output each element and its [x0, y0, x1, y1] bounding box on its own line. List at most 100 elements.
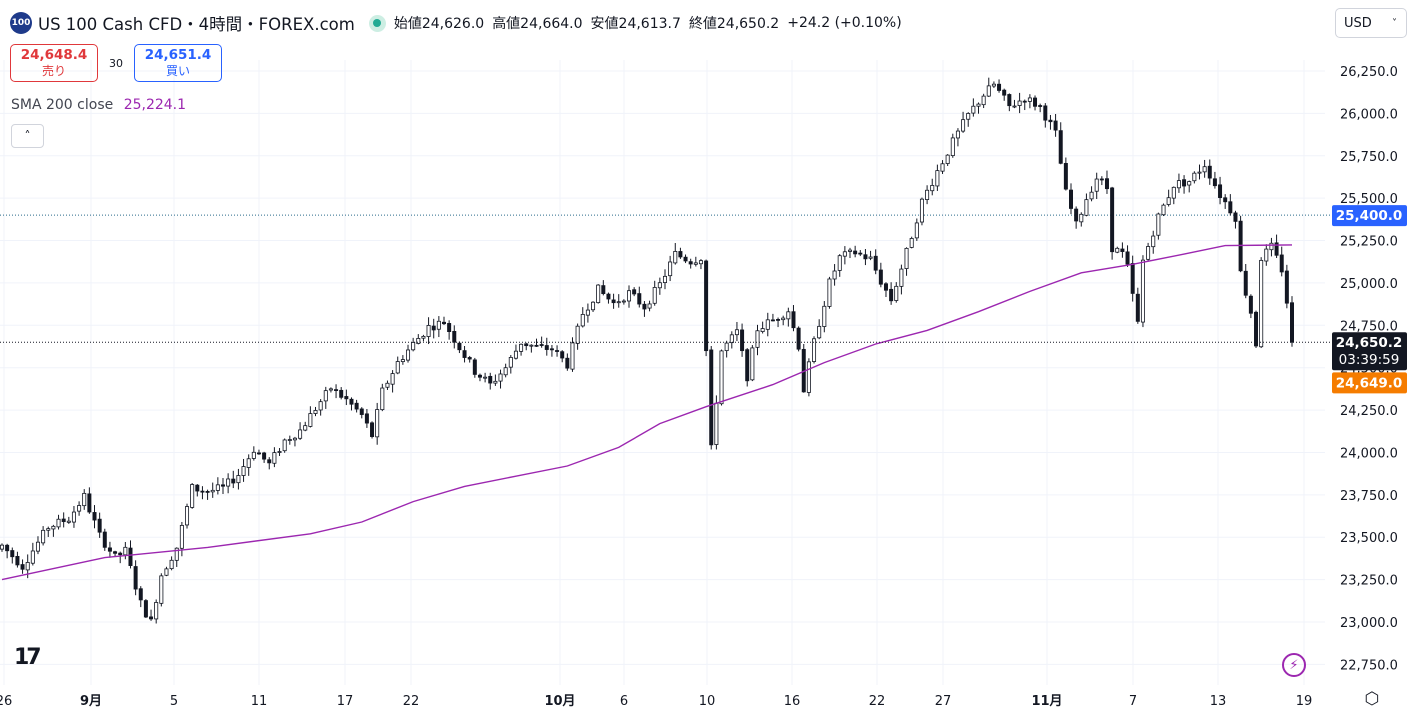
candle — [1176, 173, 1181, 193]
candle — [1197, 164, 1202, 180]
candle — [354, 399, 359, 413]
last-price-label: 24,650.203:39:59 — [1332, 332, 1407, 371]
candle — [133, 560, 138, 596]
candle — [287, 435, 292, 445]
candle — [190, 483, 195, 509]
y-tick-label: 25,750.0 — [1340, 150, 1398, 165]
candle — [786, 307, 791, 327]
candle — [41, 526, 46, 546]
candle — [513, 344, 518, 360]
candle — [1002, 88, 1007, 101]
candle — [46, 526, 51, 537]
candle — [1146, 242, 1151, 261]
candle — [226, 473, 231, 494]
candle — [657, 277, 662, 295]
candle — [693, 256, 698, 267]
candle — [596, 284, 601, 304]
candle — [1053, 113, 1058, 137]
candle — [1022, 99, 1027, 111]
market-open-icon[interactable] — [368, 14, 386, 32]
y-tick-label: 26,250.0 — [1340, 65, 1398, 80]
candle — [1043, 103, 1048, 128]
candle — [570, 337, 575, 372]
candle — [678, 247, 683, 259]
y-tick-label: 24,750.0 — [1340, 319, 1398, 334]
candle — [750, 345, 755, 382]
chevron-up-icon: ˄ — [24, 129, 31, 143]
candle — [976, 102, 981, 114]
candle — [575, 323, 580, 350]
candle — [1187, 180, 1192, 193]
symbol-title[interactable]: US 100 Cash CFD・4時間・FOREX.com — [38, 15, 355, 34]
sell-button[interactable]: 24,648.4 売り — [10, 44, 98, 82]
x-tick-label: 16 — [784, 694, 801, 709]
candle — [159, 573, 164, 607]
settings-gear-icon[interactable]: ⬡ — [1364, 689, 1380, 709]
candle — [1254, 310, 1259, 349]
y-tick-label: 25,250.0 — [1340, 235, 1398, 250]
symbol-logo-icon[interactable]: 100 — [10, 12, 32, 34]
candle — [1074, 206, 1079, 229]
candle — [698, 259, 703, 270]
candle — [313, 406, 318, 417]
candle — [1120, 242, 1125, 258]
candle — [1166, 189, 1171, 207]
candle — [817, 319, 822, 340]
candle — [1207, 159, 1212, 185]
candle — [66, 516, 71, 524]
x-tick-label: 13 — [1210, 694, 1227, 709]
candle — [1274, 234, 1279, 259]
ohlc-change: +24.2 (+0.10%) — [787, 15, 902, 31]
y-tick-label: 25,000.0 — [1340, 277, 1398, 292]
candle — [914, 218, 919, 241]
candle — [601, 280, 606, 296]
candle — [868, 250, 873, 261]
candle — [92, 505, 97, 529]
candle — [729, 331, 734, 349]
candle — [231, 470, 236, 489]
buy-button[interactable]: 24,651.4 買い — [134, 44, 222, 82]
candle — [210, 482, 215, 498]
candle — [1038, 103, 1043, 113]
candle — [709, 346, 714, 450]
price-axis[interactable]: 22,750.0 23,000.0 23,250.0 23,500.0 23,750.0… — [1340, 65, 1398, 673]
y-tick-label: 22,750.0 — [1340, 658, 1398, 673]
candle — [179, 521, 184, 557]
x-tick-label: 26 — [0, 694, 12, 709]
tradingview-logo-icon[interactable]: 17 — [14, 645, 42, 670]
currency-select[interactable]: USD ˅ — [1335, 8, 1407, 38]
candle — [1248, 294, 1253, 319]
y-tick-label: 26,000.0 — [1340, 107, 1398, 122]
candle — [1156, 212, 1161, 240]
candle — [220, 477, 225, 495]
ohlc-low: 安値24,613.7 — [590, 16, 681, 32]
candle — [909, 236, 914, 249]
candle — [303, 421, 308, 432]
candle — [534, 338, 539, 347]
candle — [107, 541, 112, 558]
collapse-legend-button[interactable]: ˄ — [11, 124, 44, 148]
candle — [503, 363, 508, 378]
candle — [1264, 244, 1269, 266]
candle — [724, 340, 729, 358]
candle — [1063, 157, 1068, 191]
candle — [955, 128, 960, 147]
candle — [760, 321, 765, 334]
indicator-legend[interactable]: SMA 200 close 25,224.1 — [11, 97, 186, 113]
candle — [991, 81, 996, 89]
candle — [899, 264, 904, 295]
candle — [431, 318, 436, 339]
candle — [488, 372, 493, 390]
candle — [673, 243, 678, 265]
candle — [483, 372, 488, 383]
candle — [1094, 172, 1099, 200]
flash-icon[interactable]: ⚡ — [1282, 653, 1306, 677]
x-tick-label: 27 — [935, 694, 952, 709]
time-axis[interactable]: 26 9月 5 11 17 22 10月 6 10 16 22 27 11月 7 13 19 — [0, 694, 1312, 709]
y-tick-label: 23,750.0 — [1340, 489, 1398, 504]
candle — [611, 293, 616, 309]
candle — [138, 586, 143, 608]
candle — [796, 326, 801, 352]
candle — [549, 345, 554, 357]
